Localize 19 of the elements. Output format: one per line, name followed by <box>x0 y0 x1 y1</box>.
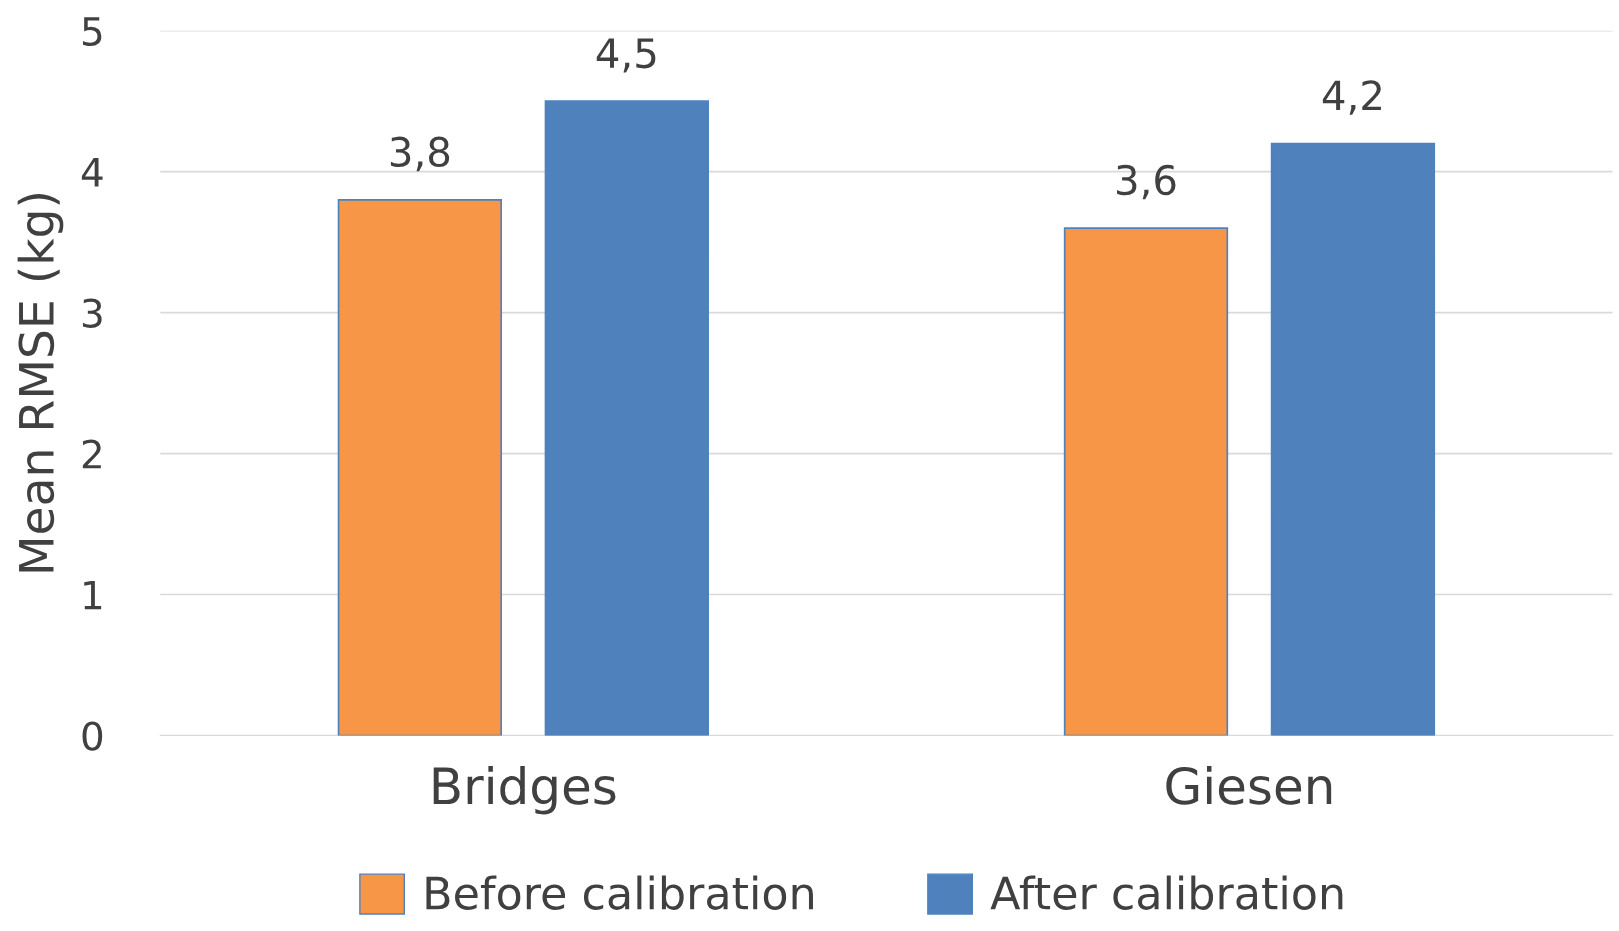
legend-label: Before calibration <box>426 875 813 910</box>
y-tick-label: 2 <box>82 439 101 469</box>
data-label: 4,5 <box>596 38 656 73</box>
y-tick-label: 3 <box>82 298 102 328</box>
y-axis-title: Mean RMSE (kg) <box>17 194 64 572</box>
legend-label: After calibration <box>990 875 1343 910</box>
y-tick-label: 0 <box>82 721 103 751</box>
y-tick-label: 1 <box>84 580 102 610</box>
data-label: 3,6 <box>1117 164 1176 200</box>
bar <box>1063 227 1229 736</box>
y-tick-label: 5 <box>82 17 102 47</box>
x-tick-label: Bridges <box>433 766 616 815</box>
y-tick-label: 4 <box>81 158 103 187</box>
bar <box>1270 142 1436 736</box>
data-label: 3,8 <box>390 136 450 172</box>
bar <box>337 199 503 736</box>
bar <box>544 100 709 736</box>
data-label: 4,2 <box>1322 80 1381 115</box>
x-tick-label: Giesen <box>1166 766 1332 805</box>
